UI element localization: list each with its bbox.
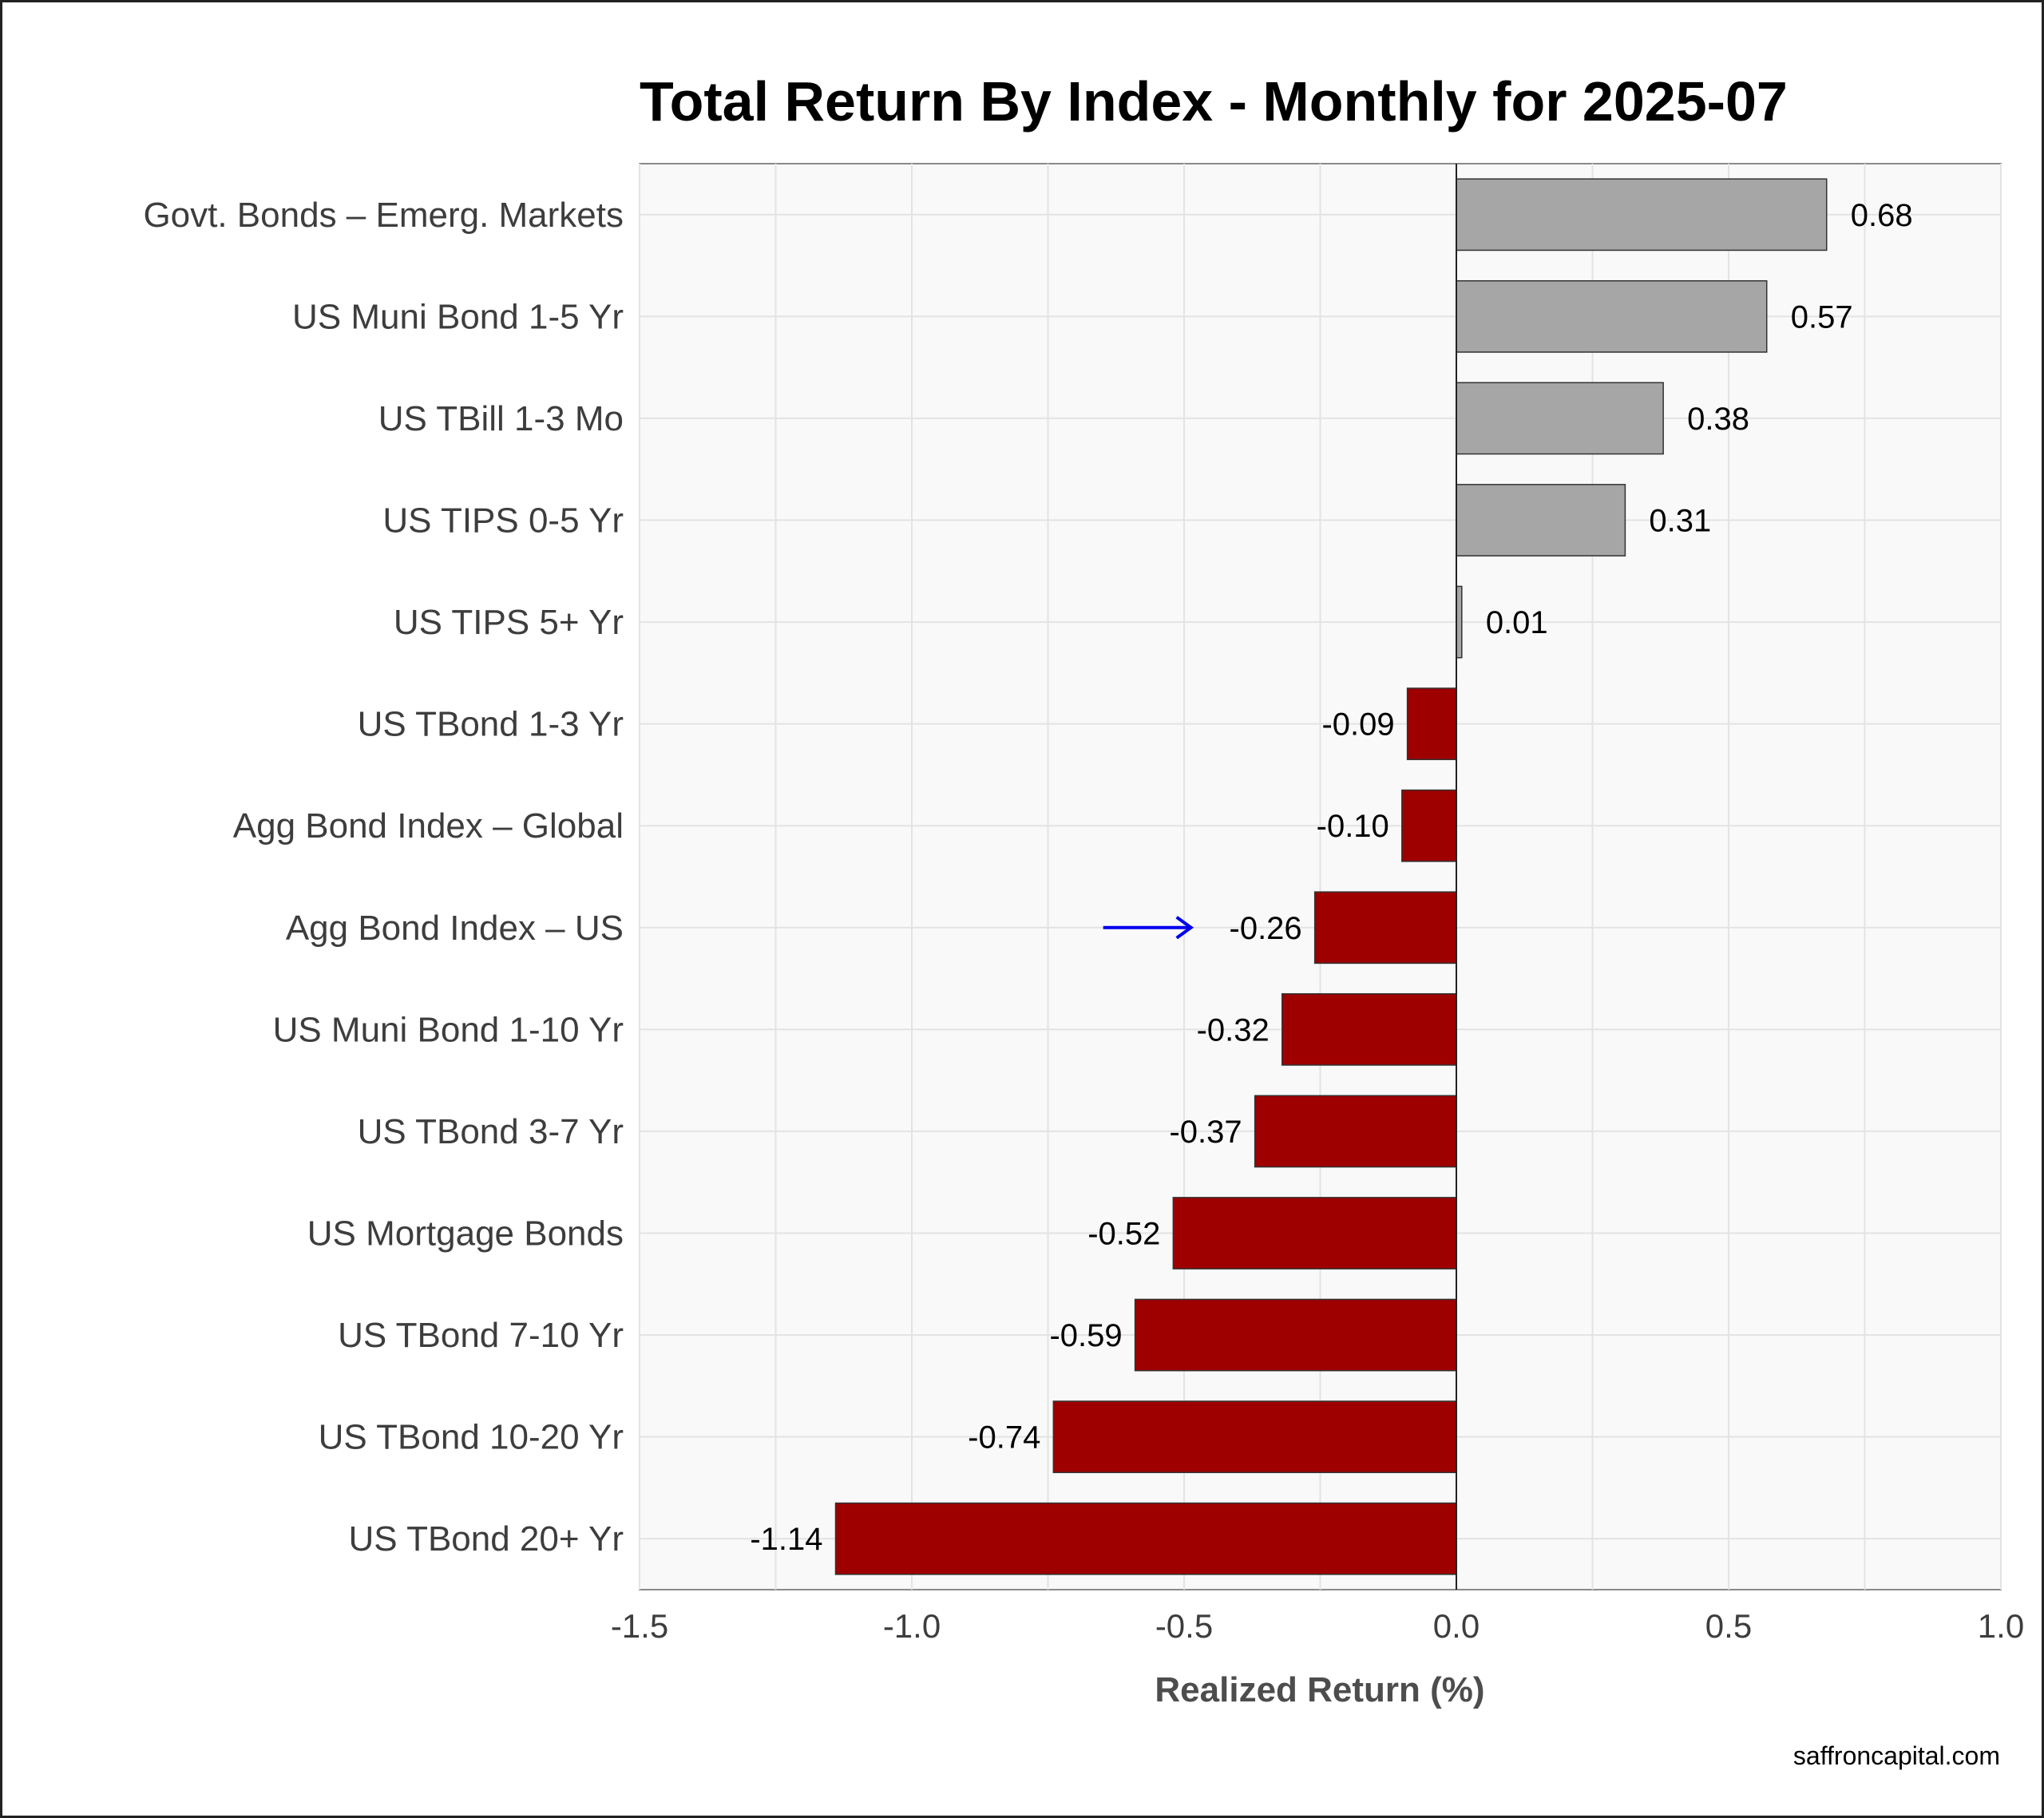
data-label: -0.32 (1197, 1012, 1270, 1048)
category-label: US TBond 7-10 Yr (338, 1316, 624, 1355)
data-label: 0.68 (1851, 198, 1913, 233)
data-label: -0.52 (1087, 1217, 1160, 1252)
category-label: US TBond 10-20 Yr (319, 1418, 624, 1457)
data-label: 0.38 (1687, 402, 1749, 437)
data-label: -0.10 (1317, 809, 1389, 844)
bar (1134, 1298, 1457, 1372)
data-label: -0.26 (1230, 911, 1302, 946)
bar (1456, 585, 1463, 659)
category-label: Agg Bond Index – Global (233, 806, 624, 846)
bar (1172, 1197, 1457, 1269)
x-tick-label: -1.0 (883, 1607, 941, 1645)
x-tick-label: 1.0 (1978, 1607, 2024, 1645)
data-label: 0.57 (1791, 299, 1853, 335)
category-label: US TBond 3-7 Yr (358, 1112, 624, 1151)
bar (1456, 178, 1828, 252)
category-labels: Govt. Bonds – Emerg. Markets US Muni Bond… (143, 196, 624, 1559)
bar (1052, 1400, 1457, 1474)
bar (1406, 687, 1457, 761)
bars-group (834, 178, 1828, 1575)
category-label: US TBond 1-3 Yr (358, 705, 624, 744)
highlight-arrow-head (1175, 916, 1194, 940)
x-tick-labels: -1.5 -1.0 -0.5 0.0 0.5 1.0 (611, 1607, 2024, 1645)
category-label: US TBond 20+ Yr (349, 1519, 624, 1559)
highlight-arrow-group (1103, 916, 1194, 940)
bar (1456, 382, 1664, 455)
bar (1401, 789, 1457, 862)
bar (834, 1502, 1457, 1575)
bar (1313, 891, 1457, 964)
chart-title: Total Return By Index - Monthly for 2025… (640, 70, 1788, 133)
x-tick-label: -0.5 (1155, 1607, 1213, 1645)
bar (1456, 279, 1768, 353)
category-label: US Muni Bond 1-10 Yr (273, 1010, 624, 1049)
value-labels: 0.68 0.57 0.38 0.31 0.01 -0.09 -0.10 -0.26 -0.32… (750, 198, 1912, 1557)
category-label: Agg Bond Index – US (286, 909, 624, 948)
bar (1281, 992, 1457, 1066)
category-label: US TBill 1-3 Mo (378, 399, 624, 438)
bar (1254, 1095, 1457, 1168)
category-label: US Muni Bond 1-5 Yr (292, 297, 624, 336)
data-label: -1.14 (750, 1522, 822, 1557)
x-tick-label: 0.5 (1705, 1607, 1752, 1645)
data-label: -0.74 (968, 1420, 1040, 1456)
category-label: US TIPS 5+ Yr (394, 603, 624, 642)
source-credit: saffroncapital.com (1793, 1741, 2000, 1770)
data-label: -0.59 (1049, 1318, 1122, 1353)
category-label: Govt. Bonds – Emerg. Markets (143, 196, 624, 235)
x-tick-label: -1.5 (611, 1607, 668, 1645)
data-label: -0.37 (1169, 1115, 1242, 1150)
x-axis-title: Realized Return (%) (1155, 1670, 1484, 1709)
data-label: 0.31 (1649, 504, 1711, 539)
data-label: 0.01 (1486, 605, 1548, 640)
category-label: US Mortgage Bonds (307, 1214, 624, 1254)
category-label: US TIPS 0-5 Yr (382, 501, 624, 541)
bar (1456, 484, 1626, 556)
data-label: -0.09 (1321, 707, 1394, 743)
x-tick-label: 0.0 (1433, 1607, 1480, 1645)
